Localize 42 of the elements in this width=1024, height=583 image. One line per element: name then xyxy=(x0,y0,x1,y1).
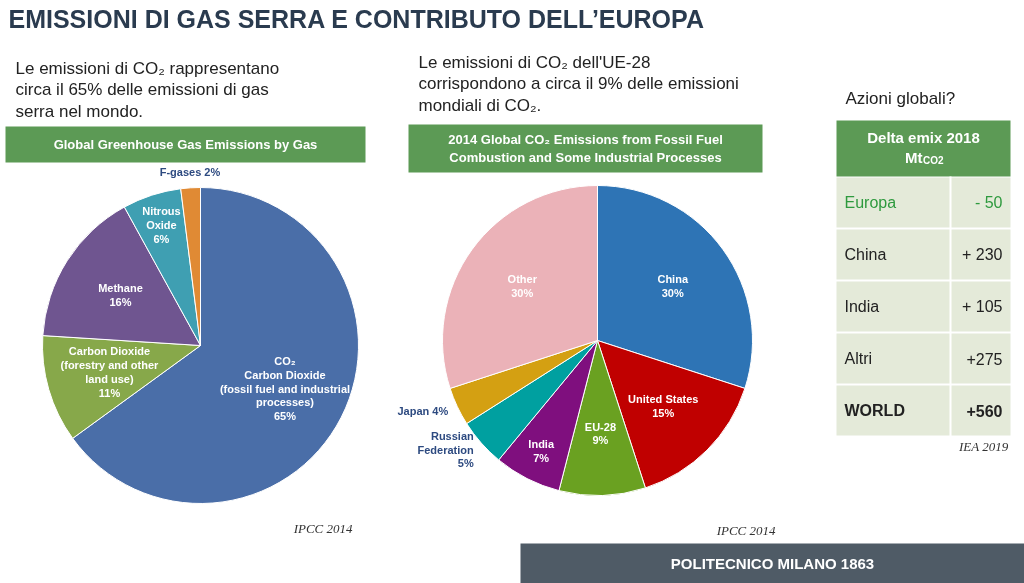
slice-label: F-gases 2% xyxy=(159,165,221,178)
category-label: Altri xyxy=(844,350,873,367)
chart-subtitle: Le emissioni di CO₂ dell'UE-28 corrispondono a circa il 9% delle emissioni mondiali di CO₂. xyxy=(418,52,739,116)
data-label: 30% xyxy=(661,286,684,299)
text: IEA 2019 xyxy=(958,439,1009,454)
slice-label: India xyxy=(528,438,555,451)
text: + 230 xyxy=(962,246,1003,263)
slice-label: China xyxy=(657,272,689,285)
text: Azioni globali? xyxy=(845,89,956,108)
category-label: India xyxy=(844,298,880,315)
text: +275 xyxy=(966,350,1003,368)
text: - 50 xyxy=(974,194,1003,211)
text: EMISSIONI DI GAS SERRA E CONTRIBUTO DELL’EUROPA xyxy=(8,4,704,33)
text: POLITECNICO MILANO 1863 xyxy=(670,555,875,572)
slice-label: Carbon Dioxide (forestry and other land use) xyxy=(60,345,160,385)
text: IPCC 2014 xyxy=(715,523,776,538)
text: IPCC 2014 xyxy=(292,521,353,536)
slice-label: Methane xyxy=(98,281,143,294)
category-label: Europa xyxy=(844,194,897,211)
data-label: 7% xyxy=(533,451,550,464)
data-label: 65% xyxy=(273,410,297,423)
slice-label: CO₂ Carbon Dioxide (fossil fuel and industrial processes) xyxy=(219,354,351,409)
data-label: 30% xyxy=(511,286,534,299)
slice-label: United States xyxy=(628,393,699,406)
slice-label: EU-28 xyxy=(584,420,617,433)
data-label: 9% xyxy=(592,434,609,447)
data-label: 16% xyxy=(109,295,132,308)
data-label: 6% xyxy=(153,233,170,246)
category-label: China xyxy=(844,246,887,263)
chart-title: Global Greenhouse Gas Emissions by Gas xyxy=(53,137,318,152)
slice-label: Japan 4% xyxy=(397,404,449,417)
slice-label: Nitrous Oxide xyxy=(142,205,181,232)
chart-subtitle: Le emissioni di CO₂ rappresentano circa il 65% delle emissioni di gas serra nel mondo. xyxy=(15,58,280,122)
chart-title: 2014 Global CO₂ Emissions from Fossil Fuel Combustion and Some Industrial Processes xyxy=(448,132,723,165)
text: + 105 xyxy=(962,298,1003,315)
slice-label: Other xyxy=(507,272,538,285)
text: +560 xyxy=(966,402,1003,420)
data-label: 15% xyxy=(652,407,675,420)
data-label: 5% xyxy=(457,457,474,470)
slice-label: Russian Federation xyxy=(417,429,475,456)
data-label: 11% xyxy=(98,386,121,399)
category-label: WORLD xyxy=(844,402,905,419)
